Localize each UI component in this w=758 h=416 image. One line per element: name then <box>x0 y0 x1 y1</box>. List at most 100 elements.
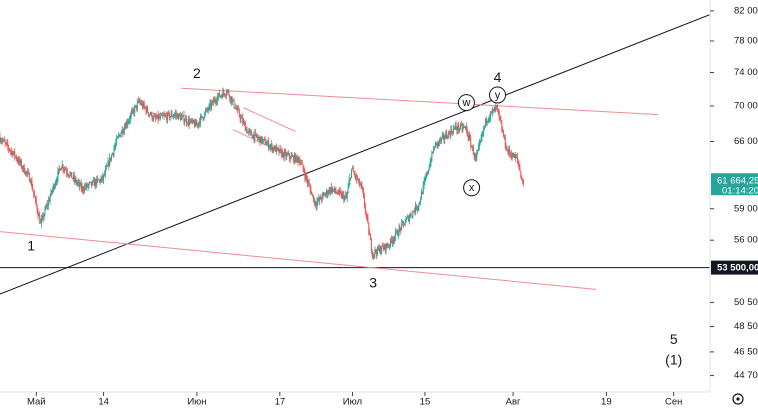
candle <box>479 139 481 146</box>
candle <box>455 120 457 131</box>
candle <box>385 243 387 255</box>
candle <box>456 126 458 135</box>
candle <box>392 236 394 248</box>
candle <box>245 126 247 133</box>
candle <box>341 191 343 199</box>
candle <box>386 242 388 249</box>
trend-line[interactable] <box>243 107 296 132</box>
candle <box>429 158 431 169</box>
candle <box>478 142 480 152</box>
candle <box>365 210 367 220</box>
candle <box>172 115 174 118</box>
candle <box>13 150 15 155</box>
candle <box>128 118 130 125</box>
x-tick-label: 17 <box>275 397 286 408</box>
candle <box>346 191 348 203</box>
candle <box>436 142 438 150</box>
candle <box>520 170 522 179</box>
candle <box>18 156 20 166</box>
candle <box>261 136 263 145</box>
candle <box>342 191 344 200</box>
candle <box>259 137 261 147</box>
gear-icon[interactable] <box>732 393 744 405</box>
candle <box>164 112 166 117</box>
candle <box>63 167 65 175</box>
candle <box>516 154 518 159</box>
candle <box>65 167 67 171</box>
trend-line[interactable] <box>181 87 659 116</box>
candle <box>154 112 156 118</box>
candle <box>249 127 251 135</box>
candle <box>496 105 498 111</box>
candle <box>497 108 499 116</box>
candle <box>199 113 201 128</box>
candle <box>452 124 454 135</box>
candle <box>19 156 21 167</box>
candle <box>522 178 524 185</box>
candle <box>83 186 85 195</box>
candle <box>510 149 512 161</box>
candle <box>505 142 507 152</box>
candle <box>76 180 78 187</box>
candle <box>209 99 211 110</box>
candle <box>211 100 213 111</box>
settings-button[interactable] <box>732 393 744 405</box>
candle <box>490 111 492 123</box>
candle <box>71 172 73 179</box>
trend-line[interactable] <box>0 14 710 295</box>
candle <box>370 233 372 241</box>
candle <box>474 152 476 161</box>
candle <box>290 152 292 160</box>
candle <box>252 131 254 139</box>
candle <box>421 191 423 195</box>
candle <box>268 144 270 150</box>
candle <box>395 229 397 234</box>
candle <box>191 117 193 124</box>
candle <box>104 170 106 177</box>
candle <box>110 157 112 163</box>
candle <box>458 122 460 134</box>
candle <box>35 195 37 207</box>
candle <box>271 142 273 153</box>
candle <box>417 204 419 212</box>
candle <box>411 215 413 219</box>
trend-line[interactable] <box>0 231 597 290</box>
candle <box>58 168 60 176</box>
candle <box>421 188 423 200</box>
x-tick-label: 14 <box>98 397 109 408</box>
candle <box>461 122 463 134</box>
candle <box>183 110 185 125</box>
candle <box>294 152 296 163</box>
candle <box>480 134 482 143</box>
candle <box>225 88 227 100</box>
circled-wave-label: y <box>489 86 507 104</box>
candle <box>155 113 157 120</box>
candle <box>332 186 334 195</box>
candle <box>278 144 280 156</box>
candle <box>414 201 416 216</box>
candle <box>66 166 68 178</box>
candle <box>227 88 229 94</box>
candle <box>5 142 7 146</box>
candle <box>516 153 518 165</box>
candle <box>340 190 342 199</box>
candle <box>438 140 440 147</box>
candle <box>211 99 213 106</box>
svg-text:61 664,25: 61 664,25 <box>717 176 758 187</box>
candle <box>509 151 511 159</box>
candle <box>491 107 493 117</box>
candle <box>17 156 19 165</box>
candle <box>267 140 269 147</box>
candle <box>53 183 55 193</box>
candle <box>285 149 287 161</box>
candle <box>171 110 173 119</box>
candle <box>104 165 106 178</box>
wave-labels-layer: 1 2 3 4 5 (1) w x y <box>27 65 682 368</box>
candle <box>418 202 420 212</box>
candle <box>276 146 278 152</box>
candle <box>315 201 317 211</box>
candle <box>468 133 470 142</box>
candle <box>319 196 321 206</box>
